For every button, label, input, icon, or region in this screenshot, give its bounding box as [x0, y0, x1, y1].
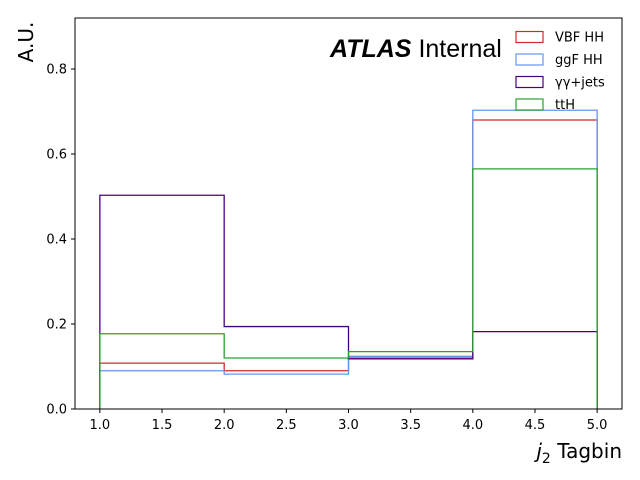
y-axis-ticks: 0.0 0.2 0.4 0.6 0.8 — [46, 63, 75, 418]
x-tick-label: 3.0 — [338, 418, 359, 433]
legend-label: γγ+jets — [555, 76, 605, 91]
legend: VBF HH ggF HH γγ+jets ttH — [515, 30, 605, 113]
legend-swatch — [515, 30, 544, 44]
x-tick-label: 4.0 — [462, 418, 483, 433]
x-axis-label-subscript: 2 — [542, 451, 551, 467]
series-layer — [99, 109, 598, 409]
legend-swatch — [515, 53, 544, 66]
legend-label: ttH — [555, 98, 575, 113]
x-tick-label: 2.0 — [214, 418, 235, 433]
y-tick-label: 0.6 — [46, 148, 67, 163]
y-tick-label: 0.4 — [46, 233, 67, 248]
y-tick-label: 0.2 — [46, 318, 67, 333]
x-axis-label-symbol: j — [533, 439, 542, 463]
legend-label: VBF HH — [555, 31, 604, 46]
atlas-label-normal: Internal — [418, 35, 501, 63]
y-tick-label: 0.0 — [46, 403, 67, 418]
x-axis-label: j2 Tagbin — [533, 439, 622, 467]
x-tick-label: 1.0 — [90, 418, 111, 433]
atlas-annotation: ATLAS Internal — [329, 35, 502, 63]
x-axis-label-text: Tagbin — [556, 439, 622, 463]
legend-swatch — [515, 75, 544, 89]
x-tick-label: 5.0 — [587, 418, 608, 433]
x-tick-label: 3.5 — [400, 418, 421, 433]
x-axis-ticks: 1.0 1.5 2.0 2.5 3.0 3.5 4.0 4.5 5.0 — [90, 409, 608, 433]
atlas-label-bold: ATLAS — [329, 35, 412, 63]
legend-swatch — [515, 98, 544, 111]
y-axis-label: A.U. — [14, 22, 38, 63]
legend-label: ggF HH — [555, 53, 603, 68]
y-tick-label: 0.8 — [46, 63, 67, 78]
x-tick-label: 2.5 — [276, 418, 297, 433]
x-tick-label: 4.5 — [525, 418, 546, 433]
x-tick-label: 1.5 — [152, 418, 173, 433]
series-step-2 — [99, 194, 598, 409]
series-step-3 — [99, 168, 598, 409]
